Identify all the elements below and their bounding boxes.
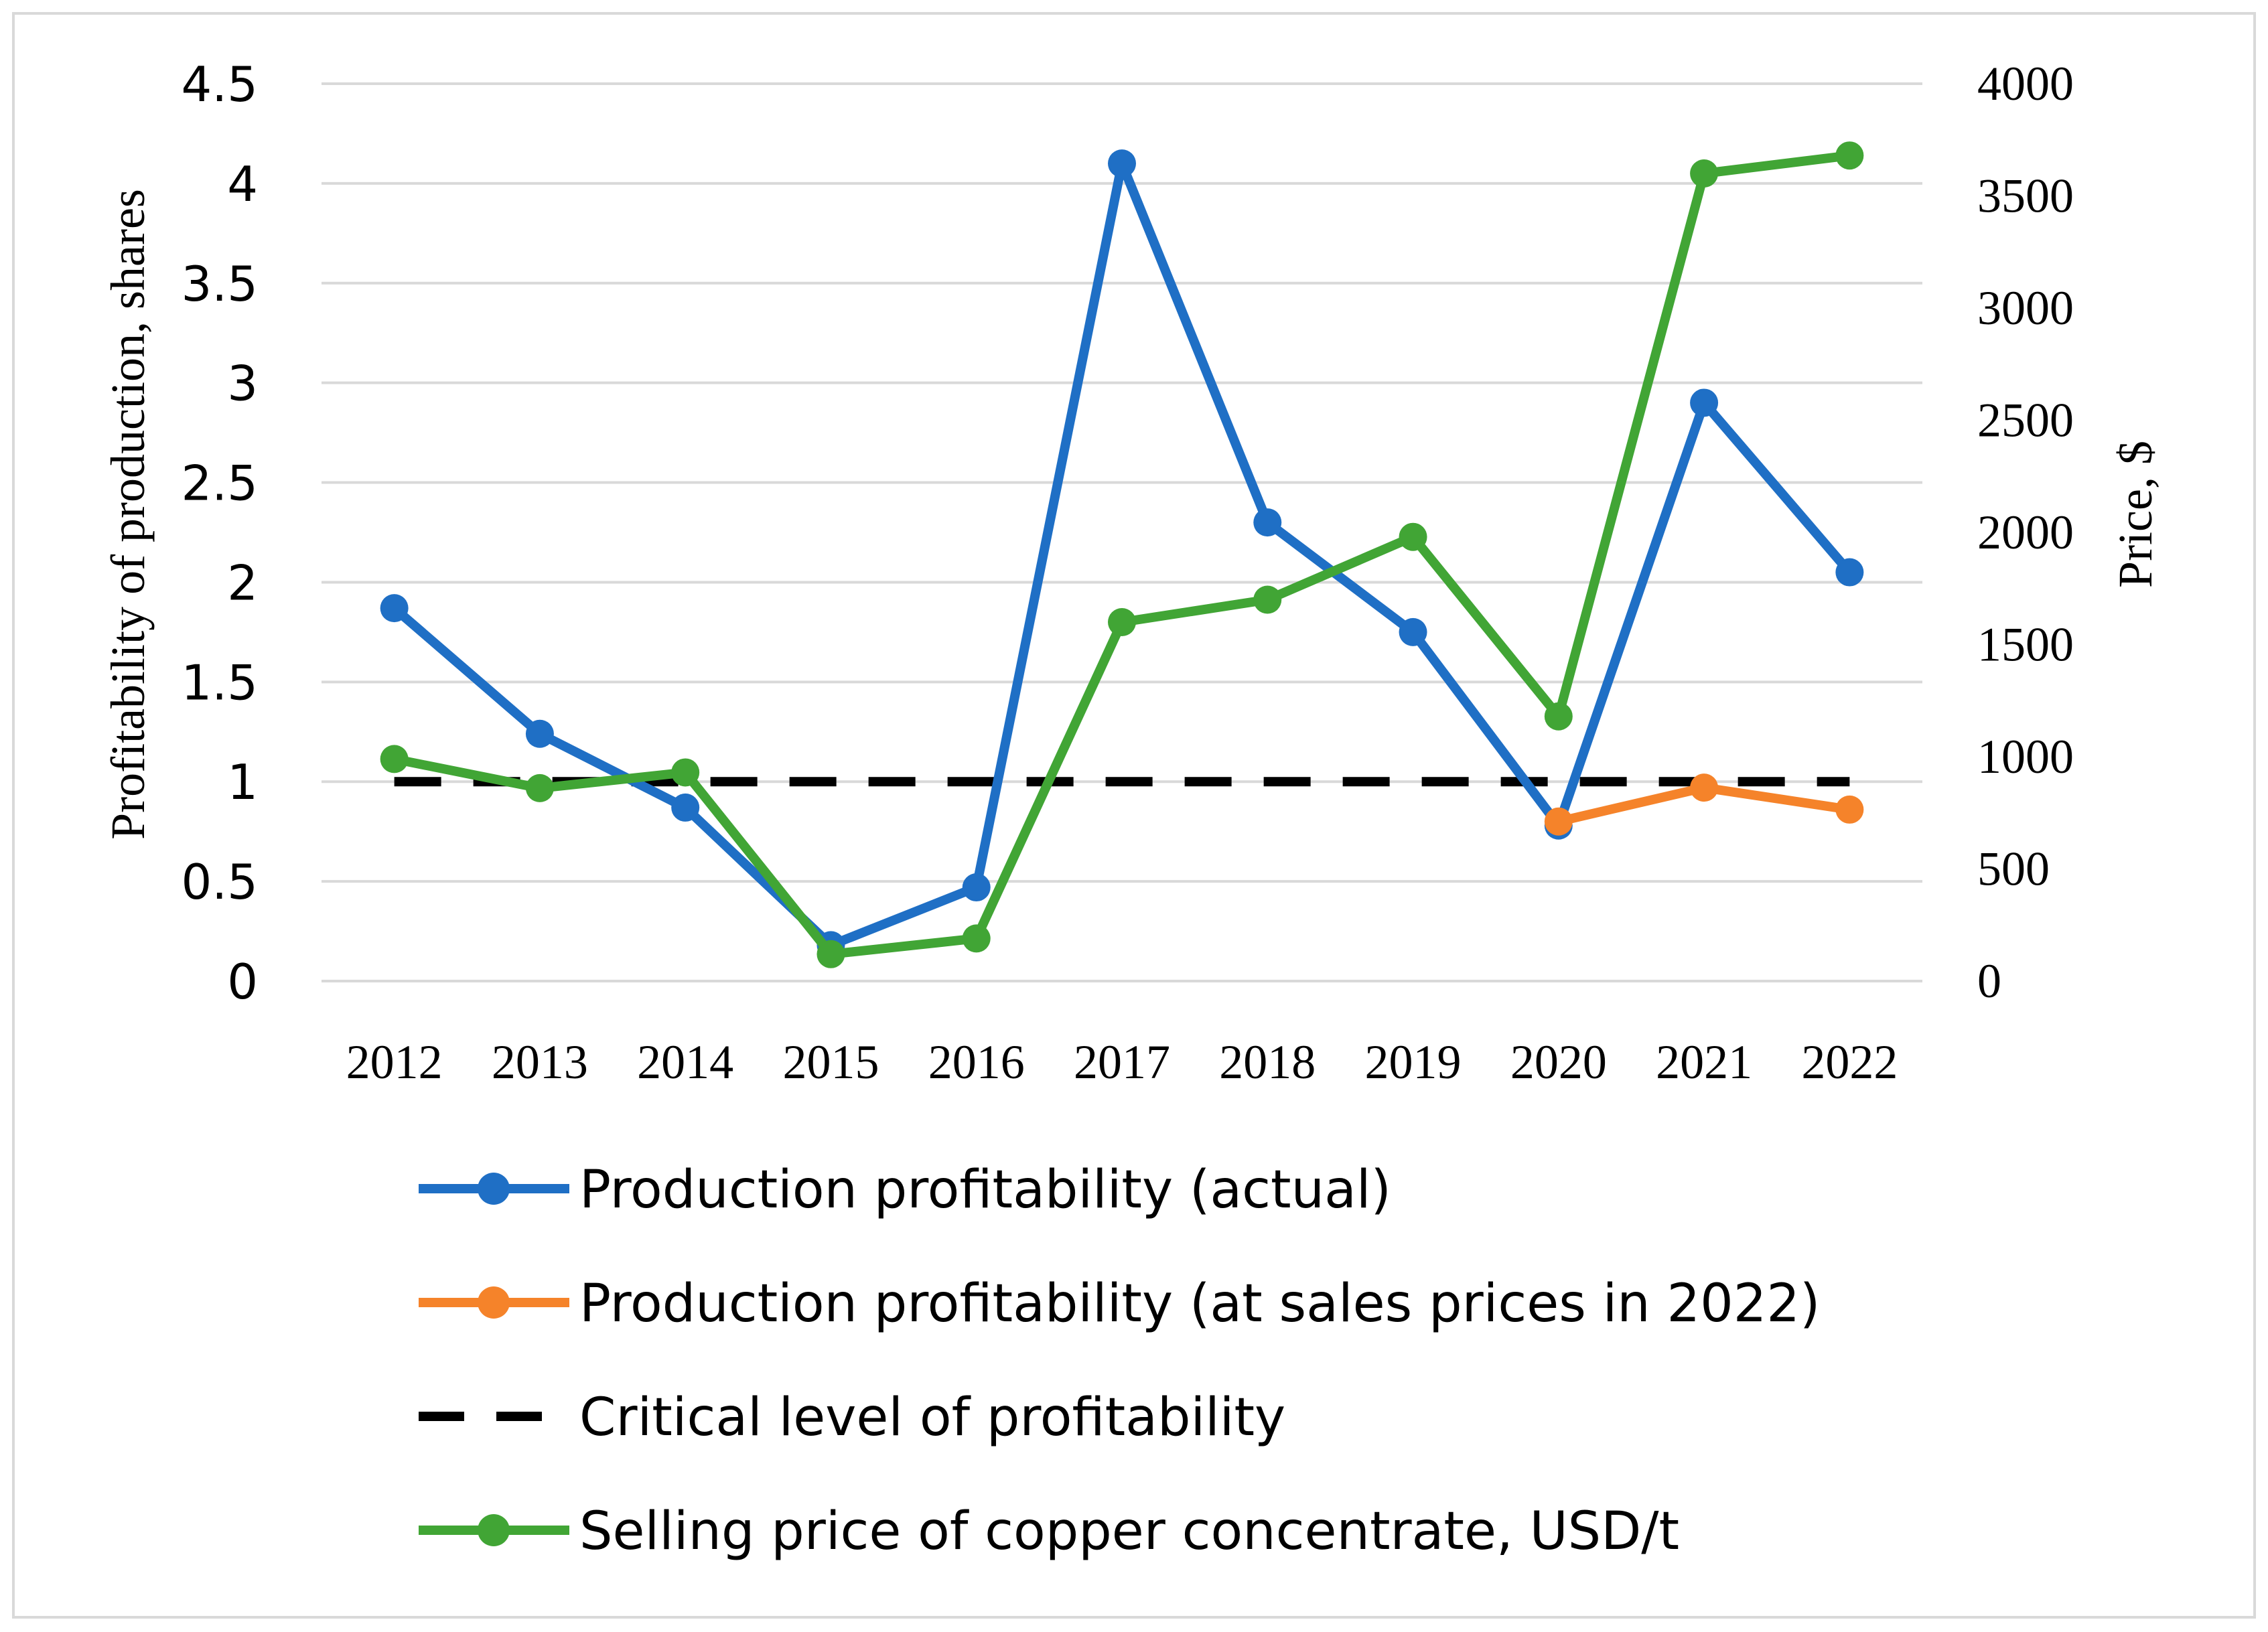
legend-entry: Production profitability (actual) <box>419 1160 1391 1220</box>
data-point <box>525 719 554 748</box>
y-left-axis-title: Profitability of production, shares <box>101 189 155 840</box>
data-point <box>1399 617 1427 646</box>
legend-swatch-marker <box>478 1286 510 1319</box>
data-point <box>525 773 554 802</box>
x-tick-label: 2018 <box>1219 1035 1316 1089</box>
data-point <box>380 594 409 623</box>
x-tick-label: 2012 <box>346 1035 443 1089</box>
y-left-tick-label: 3 <box>227 356 258 412</box>
legend-label: Selling price of copper concentrate, USD… <box>579 1501 1679 1562</box>
x-tick-label: 2019 <box>1365 1035 1462 1089</box>
y-right-tick-label: 3500 <box>1977 169 2074 223</box>
y-right-tick-label: 4000 <box>1977 57 2074 110</box>
data-point <box>1253 508 1282 537</box>
data-point <box>1108 608 1136 636</box>
data-point <box>671 793 700 822</box>
legend-label: Production profitability (at sales price… <box>579 1274 1820 1334</box>
data-point <box>1690 773 1719 802</box>
series-line <box>389 151 1855 959</box>
x-tick-label: 2014 <box>637 1035 733 1089</box>
y-right-tick-label: 2000 <box>1977 506 2074 559</box>
data-point <box>1835 141 1864 170</box>
legend-entry: Production profitability (at sales price… <box>419 1274 1820 1334</box>
legend-entry: Selling price of copper concentrate, USD… <box>419 1501 1679 1562</box>
y-right-tick-label: 500 <box>1977 842 2050 896</box>
legend-swatch-marker <box>478 1514 510 1546</box>
series-production-profitability-at-sales-prices-in-2022 <box>1544 773 1864 836</box>
data-point <box>1835 795 1864 824</box>
data-point <box>962 924 991 953</box>
x-tick-label: 2015 <box>782 1035 879 1089</box>
y-right-tick-label: 0 <box>1977 954 2001 1008</box>
axes: 0 0.5 1 1.5 2 2.5 3 3.5 4 4.5 0 500 1000 1500 2000 2500… <box>181 56 2074 1089</box>
data-point <box>671 758 700 787</box>
legend: Production profitability (actual) Product… <box>419 1160 1820 1562</box>
data-point <box>1690 159 1719 188</box>
y-left-tick-label: 0.5 <box>181 854 258 910</box>
x-tick-label: 2020 <box>1510 1035 1607 1089</box>
series-layer <box>380 141 1864 968</box>
data-point <box>1690 388 1719 417</box>
data-point <box>1253 585 1282 614</box>
y-right-tick-label: 1000 <box>1977 730 2074 784</box>
x-tick-label: 2016 <box>928 1035 1025 1089</box>
data-point <box>1544 702 1573 731</box>
series-selling-price-of-copper-concentrate-usd-t <box>380 141 1864 968</box>
x-tick-label: 2013 <box>492 1035 588 1089</box>
y-left-tick-label: 2.5 <box>181 455 258 512</box>
data-point <box>817 940 845 968</box>
y-right-tick-label: 2500 <box>1977 394 2074 447</box>
data-point <box>1544 807 1573 836</box>
y-left-tick-label: 0 <box>227 954 258 1010</box>
y-left-tick-label: 2 <box>227 554 258 611</box>
legend-swatch-marker <box>478 1173 510 1205</box>
y-left-tick-label: 1.5 <box>181 654 258 711</box>
y-right-axis-title: Price, $ <box>2109 441 2162 588</box>
y-left-tick-label: 4.5 <box>181 56 258 113</box>
y-right-tick-label: 1500 <box>1977 618 2074 672</box>
data-point <box>1108 149 1136 178</box>
y-left-tick-label: 1 <box>227 754 258 810</box>
y-left-tick-label: 3.5 <box>181 256 258 312</box>
series-line <box>389 159 1855 950</box>
series-production-profitability-actual <box>380 149 1864 960</box>
x-tick-label: 2017 <box>1074 1035 1170 1089</box>
chart-frame <box>12 12 2256 1619</box>
y-right-tick-label: 3000 <box>1977 281 2074 335</box>
y-left-tick-label: 4 <box>227 156 258 212</box>
gridlines <box>322 82 1922 982</box>
legend-label: Critical level of profitability <box>579 1388 1285 1448</box>
data-point <box>962 873 991 902</box>
legend-label: Production profitability (actual) <box>579 1160 1391 1220</box>
data-point <box>1399 522 1427 551</box>
data-point <box>380 745 409 773</box>
x-tick-label: 2021 <box>1656 1035 1752 1089</box>
x-tick-label: 2022 <box>1801 1035 1898 1089</box>
data-point <box>1835 558 1864 587</box>
legend-entry: Critical level of profitability <box>419 1388 1285 1448</box>
